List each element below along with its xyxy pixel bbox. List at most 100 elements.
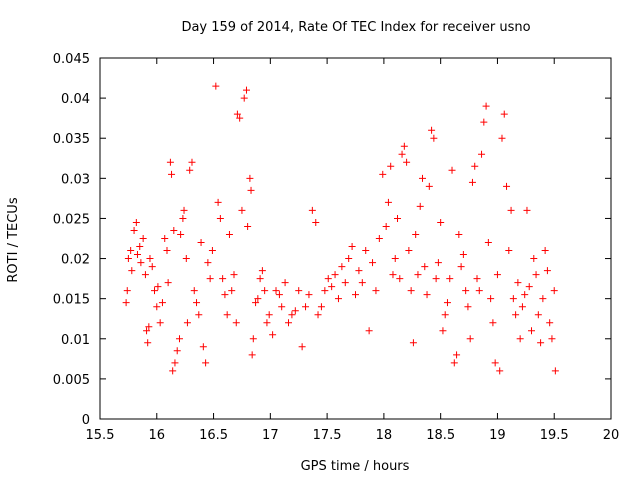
data-point [308, 206, 316, 214]
data-point [164, 279, 172, 287]
data-point [278, 303, 286, 311]
data-point [543, 267, 551, 275]
data-point [453, 351, 461, 359]
data-point [457, 263, 465, 271]
x-axis-label: GPS time / hours [301, 459, 410, 474]
data-point [500, 110, 508, 118]
data-point [298, 343, 306, 351]
data-point [345, 255, 353, 263]
data-point [144, 339, 152, 347]
data-point [437, 218, 445, 226]
data-point [263, 319, 271, 327]
data-point [141, 271, 149, 279]
data-point [473, 275, 481, 283]
data-point [233, 110, 241, 118]
data-point [468, 178, 476, 186]
data-point [498, 134, 506, 142]
data-point [236, 114, 244, 122]
data-point [285, 319, 293, 327]
data-point [466, 335, 474, 343]
data-point [230, 271, 238, 279]
data-point [412, 230, 420, 238]
data-point [168, 170, 176, 178]
data-point [338, 263, 346, 271]
data-point [179, 214, 187, 222]
data-point [145, 323, 153, 331]
data-point [305, 291, 313, 299]
data-point [550, 287, 558, 295]
data-point [175, 335, 183, 343]
data-point [321, 287, 329, 295]
x-tick-label: 17.5 [313, 428, 342, 443]
data-point [199, 343, 207, 351]
data-point [193, 299, 201, 307]
y-tick-label: 0.005 [53, 373, 90, 388]
data-point [132, 218, 140, 226]
data-point [400, 142, 408, 150]
data-point [372, 287, 380, 295]
data-point [151, 287, 159, 295]
data-point [396, 275, 404, 283]
data-point [352, 291, 359, 299]
data-point [471, 162, 479, 170]
x-tick-label: 19.5 [540, 428, 569, 443]
data-point [272, 287, 280, 295]
x-tick-label: 15.5 [86, 428, 115, 443]
data-point [240, 94, 248, 102]
data-point [446, 275, 454, 283]
data-point [171, 359, 179, 367]
data-point [216, 214, 224, 222]
data-point [122, 299, 130, 307]
data-point [462, 287, 470, 295]
data-point [362, 247, 370, 255]
data-point [314, 311, 322, 319]
data-point [223, 311, 231, 319]
data-point [158, 299, 166, 307]
data-point [507, 206, 515, 214]
data-point [389, 271, 397, 279]
x-tick-label: 16 [149, 428, 166, 443]
data-point [521, 291, 529, 299]
data-point [154, 283, 162, 291]
data-point [177, 230, 185, 238]
data-point [133, 251, 141, 259]
data-point [509, 295, 517, 303]
data-point [275, 291, 283, 299]
data-point [382, 222, 390, 230]
data-point [228, 287, 236, 295]
data-point [489, 319, 497, 327]
data-point [208, 247, 216, 255]
x-tick-label: 20 [603, 428, 620, 443]
data-point [379, 170, 387, 178]
data-points [122, 82, 559, 375]
data-point [190, 287, 198, 295]
y-axis-label: ROTI / TECUs [6, 197, 21, 282]
data-point [534, 311, 542, 319]
data-point [459, 251, 467, 259]
data-point [475, 287, 483, 295]
y-tick-label: 0.045 [53, 52, 90, 67]
data-point [365, 327, 373, 335]
data-point [244, 222, 252, 230]
data-point [295, 287, 303, 295]
data-point [163, 247, 171, 255]
data-point [405, 247, 413, 255]
data-point [202, 359, 210, 367]
data-point [247, 186, 255, 194]
y-tick-label: 0.04 [61, 92, 90, 107]
data-point [539, 295, 547, 303]
data-point [249, 335, 257, 343]
y-tick-label: 0 [82, 413, 90, 428]
data-point [518, 303, 526, 311]
data-point [197, 239, 205, 247]
data-point [523, 206, 531, 214]
data-point [369, 259, 377, 267]
data-point [146, 255, 154, 263]
data-point [548, 335, 556, 343]
data-point [166, 158, 174, 166]
data-point [212, 82, 220, 90]
data-point [528, 327, 536, 335]
data-point [328, 283, 336, 291]
data-point [546, 319, 554, 327]
data-point [355, 267, 363, 275]
